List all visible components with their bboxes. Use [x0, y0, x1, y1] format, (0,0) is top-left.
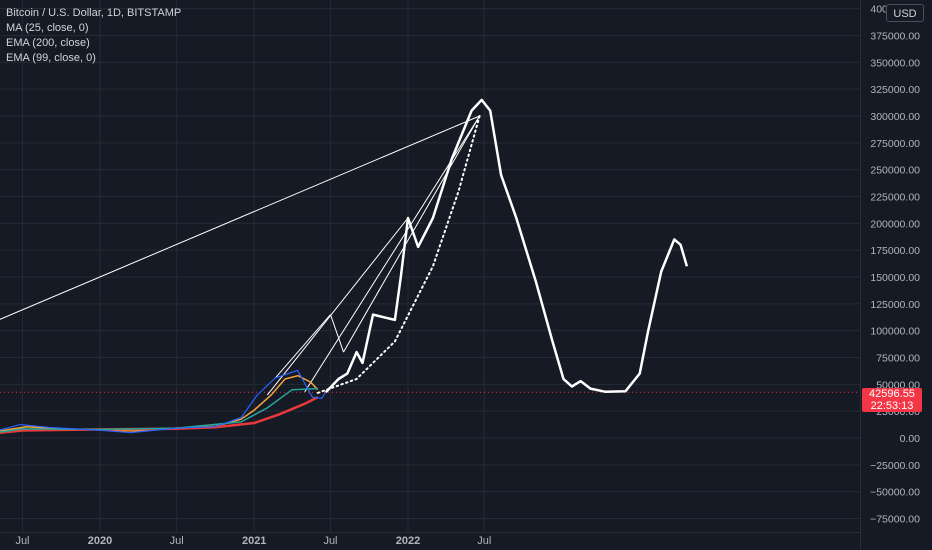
- x-tick-label: 2021: [242, 535, 266, 547]
- y-tick-label: 75000.00: [876, 353, 920, 365]
- x-tick-label: Jul: [15, 535, 29, 547]
- current-price-tag: 42596.55 22:53:13: [862, 388, 922, 412]
- currency-button[interactable]: USD: [886, 4, 924, 22]
- trendline: [274, 314, 331, 379]
- y-tick-label: 150000.00: [870, 272, 920, 284]
- countdown-label: 22:53:13: [870, 400, 914, 412]
- y-tick-label: 125000.00: [870, 299, 920, 311]
- current-price-label: 42596.55: [869, 388, 915, 400]
- trendline: [266, 217, 409, 396]
- y-tick-label: 0.00: [900, 433, 921, 445]
- y-tick-label: 325000.00: [870, 84, 920, 96]
- x-tick-label: Jul: [477, 535, 491, 547]
- price-line: [0, 369, 327, 434]
- x-tick-label: Jul: [170, 535, 184, 547]
- y-tick-label: 100000.00: [870, 326, 920, 338]
- grid: [0, 0, 860, 532]
- y-tick-label: 350000.00: [870, 57, 920, 69]
- y-tick-label: 175000.00: [870, 245, 920, 257]
- y-tick-label: 375000.00: [870, 31, 920, 43]
- x-tick-label: 2022: [396, 535, 420, 547]
- trendline: [0, 115, 480, 320]
- x-tick-label: 2020: [88, 535, 112, 547]
- y-tick-label: −25000.00: [870, 460, 920, 472]
- y-tick-label: 300000.00: [870, 111, 920, 123]
- ema99-line: [0, 387, 318, 433]
- dotted-support-curve: [316, 115, 481, 394]
- y-tick-label: −75000.00: [870, 514, 920, 526]
- projection-line: [324, 98, 689, 394]
- trendline: [330, 314, 344, 353]
- trendline: [343, 115, 481, 353]
- x-tick-label: Jul: [323, 535, 337, 547]
- plot-area: [0, 98, 860, 435]
- y-tick-label: 225000.00: [870, 192, 920, 204]
- y-tick-label: 275000.00: [870, 138, 920, 150]
- y-tick-label: −50000.00: [870, 487, 920, 499]
- y-tick-label: 200000.00: [870, 218, 920, 230]
- y-tick-label: 250000.00: [870, 165, 920, 177]
